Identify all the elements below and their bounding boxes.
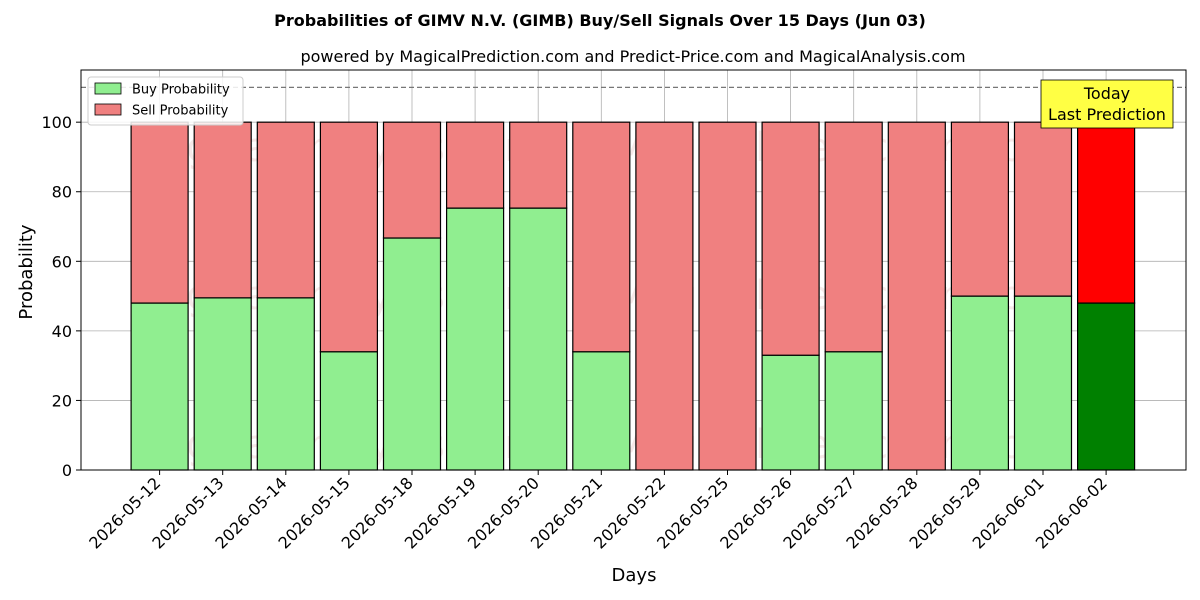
bar-sell-2026-05-13 — [193, 121, 252, 299]
y-tick-label: 0 — [62, 461, 72, 480]
bar-buy-2026-05-18 — [382, 237, 442, 471]
bar-sell-2026-05-26 — [761, 121, 820, 356]
y-tick-label: 40 — [52, 322, 72, 341]
legend-label-buy: Buy Probability — [132, 83, 230, 98]
bars-layer — [130, 121, 1136, 471]
y-tick-label: 100 — [41, 113, 72, 132]
today-annotation: Today Last Prediction — [1040, 79, 1174, 129]
bar-sell-2026-05-28 — [887, 121, 946, 471]
today-annotation-line1: Today — [1083, 84, 1130, 103]
bar-buy-2026-05-21 — [572, 351, 631, 471]
bar-buy-2026-05-12 — [130, 302, 189, 471]
bar-sell-2026-05-22 — [635, 121, 694, 471]
bar-buy-2026-05-14 — [256, 297, 315, 471]
legend-box — [87, 76, 244, 126]
bar-buy-2026-06-02 — [1076, 302, 1136, 471]
bar-sell-2026-05-14 — [256, 121, 315, 299]
legend-label-sell: Sell Probability — [132, 104, 229, 119]
bar-sell-2026-06-01 — [1013, 121, 1073, 297]
bar-sell-2026-05-27 — [824, 121, 883, 353]
bar-sell-2026-05-18 — [382, 121, 442, 239]
legend: Buy Probability Sell Probability — [87, 76, 244, 126]
y-axis-label: Probability — [16, 224, 37, 319]
plot-frame — [80, 69, 1187, 471]
y-tick-label: 20 — [52, 391, 72, 410]
today-annotation-line2: Last Prediction — [1048, 105, 1166, 124]
y-axis-ticks: 0 20 40 60 80 100 — [41, 113, 81, 480]
y-tick-label: 80 — [52, 183, 72, 202]
y-tick-label: 60 — [52, 252, 72, 271]
legend-swatch-sell — [94, 103, 122, 116]
x-axis-label: Days — [612, 565, 657, 586]
chart-title: Probabilities of GIMV N.V. (GIMB) Buy/Se… — [274, 11, 926, 30]
bar-buy-2026-05-27 — [824, 351, 883, 471]
today-annotation-box — [1040, 79, 1174, 129]
bar-buy-2026-05-13 — [193, 297, 252, 471]
bar-sell-2026-05-29 — [950, 121, 1010, 297]
bar-sell-2026-05-20 — [509, 121, 568, 209]
bar-sell-2026-05-15 — [319, 121, 378, 353]
chart-subtitle: powered by MagicalPrediction.com and Pre… — [300, 47, 965, 66]
bar-buy-2026-05-19 — [446, 207, 505, 471]
bar-sell-2026-06-02 — [1076, 121, 1136, 304]
bar-buy-2026-05-26 — [761, 354, 820, 471]
bar-buy-2026-05-29 — [950, 295, 1010, 471]
bar-sell-2026-05-19 — [446, 121, 505, 209]
bar-buy-2026-05-20 — [509, 207, 568, 471]
legend-swatch-buy — [94, 82, 122, 95]
bar-buy-2026-05-15 — [319, 351, 378, 471]
x-axis-ticks: 2026-05-122026-05-132026-05-142026-05-15… — [85, 470, 1111, 553]
bar-buy-2026-06-01 — [1013, 295, 1073, 471]
bar-sell-2026-05-21 — [572, 121, 631, 353]
bar-sell-2026-05-25 — [698, 121, 757, 471]
bar-sell-2026-05-12 — [130, 121, 189, 304]
